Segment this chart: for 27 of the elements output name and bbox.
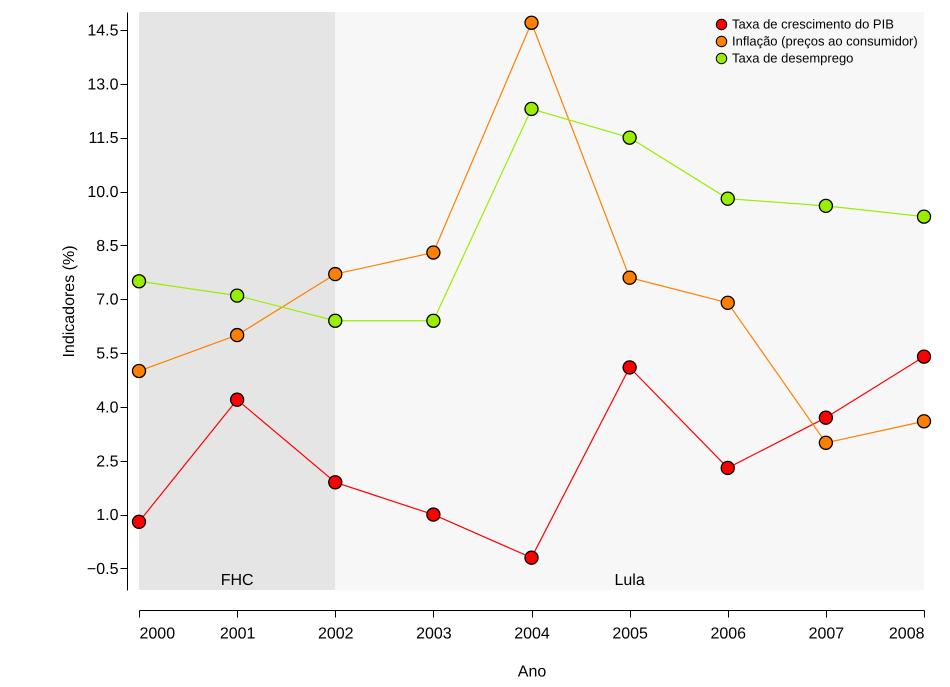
y-axis-title: Indicadores (%) bbox=[60, 245, 78, 358]
x-tick-label: 2001 bbox=[220, 626, 256, 642]
y-tick-label: −0.5 bbox=[86, 560, 119, 578]
legend-label: Taxa de crescimento do PIB bbox=[732, 16, 894, 32]
x-tick-label: 2007 bbox=[808, 626, 844, 642]
x-tick-label: 2000 bbox=[140, 626, 176, 642]
x-tick-label: 2005 bbox=[612, 626, 648, 642]
y-tick-label: 2.5 bbox=[96, 453, 119, 470]
y-tick-label: 10.0 bbox=[87, 184, 119, 202]
band-label: FHC bbox=[220, 572, 254, 589]
y-tick-label: 8.5 bbox=[96, 238, 119, 255]
band-label: Lula bbox=[614, 572, 645, 589]
y-tick-label: 13.0 bbox=[87, 76, 119, 94]
y-tick-label: 4.0 bbox=[96, 399, 119, 416]
x-tick-label: 2002 bbox=[318, 626, 354, 642]
x-tick-label: 2004 bbox=[514, 626, 550, 642]
x-tick-label: 2003 bbox=[416, 626, 452, 642]
y-tick-label: 5.5 bbox=[96, 346, 119, 363]
x-tick-label: 2008 bbox=[888, 626, 925, 642]
x-axis-title: Ano bbox=[518, 664, 546, 680]
y-tick-label: 1.0 bbox=[96, 507, 119, 524]
y-tick-label: 11.5 bbox=[88, 130, 119, 148]
legend-label: Taxa de desemprego bbox=[732, 50, 854, 66]
x-tick-label: 2006 bbox=[710, 626, 746, 642]
legend-label: Inflação (preços ao consumidor) bbox=[732, 34, 918, 48]
y-tick-label: 7.0 bbox=[96, 292, 119, 309]
y-tick-label: 14.5 bbox=[87, 22, 119, 40]
